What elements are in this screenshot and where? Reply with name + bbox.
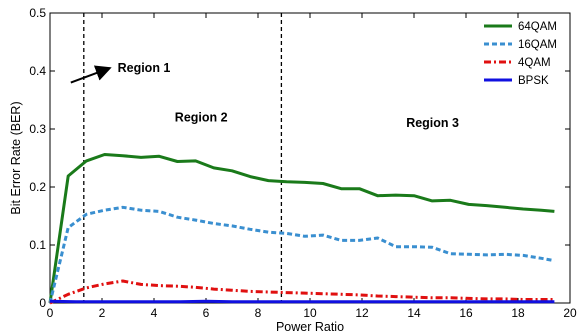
- y-tick-label: 0.5: [29, 6, 46, 20]
- x-axis-label: Power Ratio: [276, 320, 344, 333]
- x-tick-label: 4: [151, 306, 158, 320]
- annotation-label: Region 1: [118, 61, 171, 75]
- region-annotations: Region 1 Region 2 Region 3: [70, 61, 459, 130]
- annotation-arrow: [70, 65, 112, 84]
- x-axis-ticks: 0 2 4 6 8 10 12 14 16 18 20: [47, 13, 577, 320]
- annotation-label: Region 2: [175, 110, 228, 124]
- legend: 64QAM 16QAM 4QAM BPSK: [484, 21, 557, 87]
- legend-label-bpsk: BPSK: [518, 75, 549, 87]
- y-tick-label: 0.3: [29, 122, 46, 136]
- y-tick-label: 0.2: [29, 180, 46, 194]
- series-line-bpsk: [49, 299, 555, 304]
- x-tick-label: 6: [203, 306, 210, 320]
- annotation-label: Region 3: [406, 116, 459, 130]
- x-tick-label: 12: [355, 306, 369, 320]
- x-tick-label: 2: [99, 306, 106, 320]
- series-lines: [48, 153, 555, 305]
- plot-frame: [49, 12, 571, 304]
- y-tick-label: 0.1: [29, 238, 46, 252]
- legend-label-4qam: 4QAM: [518, 57, 551, 69]
- y-axis-ticks: 0 0.1 0.2 0.3 0.4 0.5: [29, 6, 570, 310]
- x-tick-label: 10: [303, 306, 317, 320]
- series-line-16qam: [48, 205, 555, 304]
- legend-label-16qam: 16QAM: [518, 39, 557, 51]
- x-tick-label: 18: [511, 306, 525, 320]
- y-tick-label: 0: [39, 296, 46, 310]
- y-axis-label: Bit Error Rate (BER): [9, 101, 23, 214]
- series-line-4qam: [49, 279, 555, 305]
- x-tick-label: 14: [407, 306, 421, 320]
- x-tick-label: 8: [255, 306, 262, 320]
- x-tick-label: 16: [459, 306, 473, 320]
- y-tick-label: 0.4: [29, 64, 46, 78]
- legend-label-64qam: 64QAM: [518, 21, 557, 33]
- series-line-64qam: [48, 153, 555, 304]
- plot-border: [49, 12, 571, 304]
- region-boundaries: [83, 13, 283, 303]
- x-tick-label: 0: [47, 306, 54, 320]
- x-tick-label: 20: [563, 306, 577, 320]
